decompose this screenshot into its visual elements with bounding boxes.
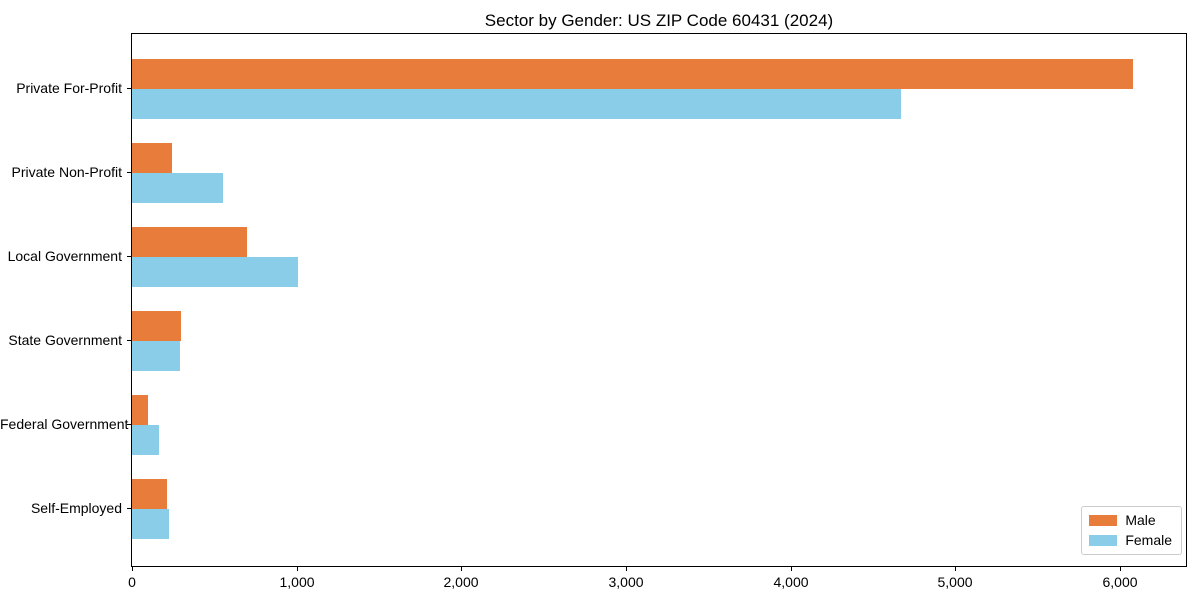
bar-male-6 [132,479,167,509]
bar-male-2 [132,143,172,173]
y-tick-label: State Government [8,332,122,348]
x-tick-label: 4,000 [773,574,809,590]
y-tick-label: Federal Government [0,416,129,432]
y-tick-mark [127,424,131,425]
x-tick-mark [626,567,627,571]
y-tick-label: Private For-Profit [16,80,122,96]
x-tick-label: 3,000 [608,574,644,590]
legend: Male Female [1081,506,1182,555]
y-tick-label: Private Non-Profit [11,164,122,180]
bar-female-1 [132,89,901,119]
x-tick-mark [1120,567,1121,571]
y-tick-mark [127,340,131,341]
x-tick-label: 6,000 [1102,574,1138,590]
bar-male-1 [132,59,1133,89]
chart-title: Sector by Gender: US ZIP Code 60431 (202… [484,11,834,30]
x-tick-label: 2,000 [443,574,479,590]
bar-female-3 [132,257,298,287]
y-tick-mark [127,256,131,257]
x-tick-label: 0 [128,574,136,590]
y-tick-label: Self-Employed [30,500,122,516]
x-tick-label: 5,000 [937,574,973,590]
bar-female-4 [132,341,180,371]
x-tick-mark [297,567,298,571]
x-tick-label: 1,000 [279,574,315,590]
legend-swatch-male [1089,515,1118,526]
bar-female-5 [132,425,159,455]
bar-male-3 [132,227,247,257]
legend-item-female: Female [1089,533,1172,548]
x-tick-mark [132,567,133,571]
legend-swatch-female [1089,535,1118,546]
x-tick-mark [791,567,792,571]
bar-male-5 [132,395,148,425]
y-tick-mark [127,172,131,173]
legend-label: Male [1125,512,1156,528]
plot-area: Male Female [131,33,1187,567]
x-tick-mark [461,567,462,571]
x-tick-mark [955,567,956,571]
y-tick-label: Local Government [7,248,122,264]
bar-male-4 [132,311,181,341]
bar-female-6 [132,509,169,539]
bar-female-2 [132,173,223,203]
y-tick-mark [127,88,131,89]
legend-label: Female [1125,532,1172,548]
legend-item-male: Male [1089,513,1172,528]
y-tick-mark [127,508,131,509]
